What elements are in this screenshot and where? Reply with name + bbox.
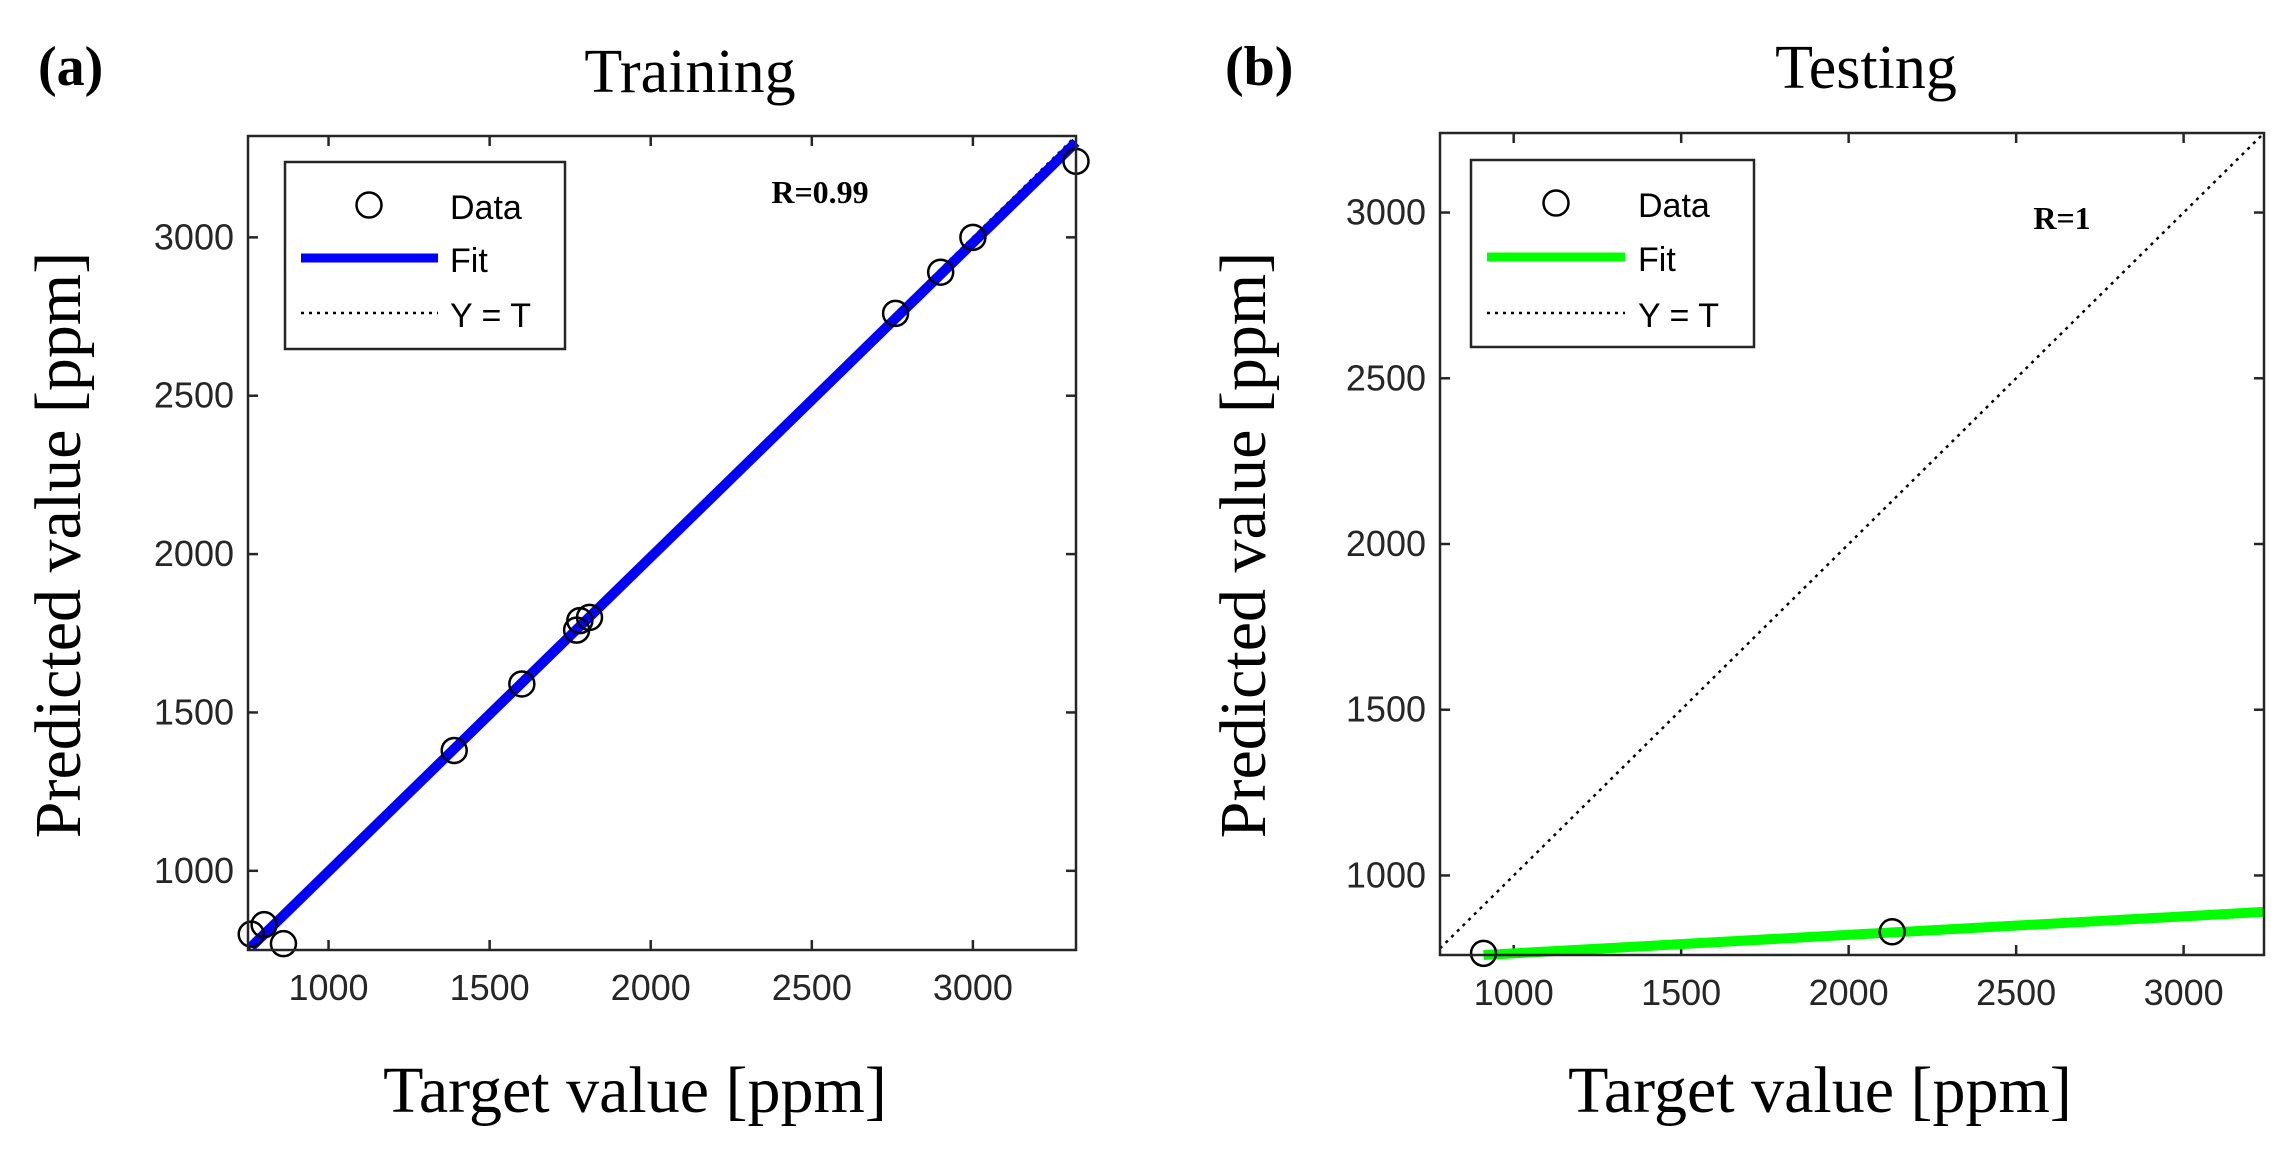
training-ytick-label: 1000 — [154, 850, 234, 891]
training-xtick-label: 1500 — [450, 967, 530, 1008]
training-ytick-label: 3000 — [154, 216, 234, 257]
testing-xtick-label: 2500 — [1976, 972, 2056, 1013]
testing-title: Testing — [1775, 34, 1957, 102]
training-xtick-label: 1000 — [288, 967, 368, 1008]
testing-plot-frame — [1438, 131, 2266, 957]
panel-label-b: (b) — [1225, 36, 1293, 98]
testing-ytick-label: 1000 — [1346, 854, 1426, 895]
testing-xtick-label: 2000 — [1809, 972, 1889, 1013]
testing-lines — [1439, 132, 2265, 960]
training-panel: (a) Training Target value [ppm] Predicte… — [22, 36, 1090, 1127]
testing-legend-data-label: Data — [1638, 187, 1710, 225]
training-data-point — [575, 603, 604, 632]
training-xlabel: Target value [ppm] — [383, 1054, 887, 1127]
testing-xtick-label: 1500 — [1641, 972, 1721, 1013]
testing-ticks: 1000 1500 2000 2500 3000 1000 1500 2000 2500 3000 — [1346, 133, 2264, 1013]
training-data-point — [508, 670, 536, 698]
training-xtick-label: 2500 — [772, 967, 852, 1008]
testing-data-point — [1878, 918, 1906, 946]
testing-ytick-label: 3000 — [1346, 192, 1426, 233]
testing-data-points — [1469, 918, 1906, 968]
testing-xlabel: Target value [ppm] — [1568, 1054, 2072, 1127]
training-data-point — [926, 258, 955, 286]
training-data-points — [237, 147, 1090, 958]
testing-ytick-label: 2000 — [1346, 523, 1426, 564]
testing-legend-identity-label: Y = T — [1638, 297, 1719, 335]
training-xtick-label: 3000 — [933, 967, 1013, 1008]
testing-xtick-label: 1000 — [1474, 972, 1554, 1013]
testing-legend: Data Fit Y = T — [1469, 158, 1756, 349]
training-ticks: 1000 1500 2000 2500 3000 1000 1500 2000 2500 3000 — [154, 136, 1076, 1008]
training-legend-data-marker — [355, 191, 383, 219]
training-data-point — [959, 223, 987, 252]
testing-identity-line — [1439, 132, 2265, 950]
testing-data-point — [1469, 939, 1498, 968]
testing-legend-data-marker — [1542, 189, 1570, 217]
testing-ytick-label: 1500 — [1346, 689, 1426, 730]
testing-panel: (b) Testing Target value [ppm] Predicted… — [1207, 34, 2266, 1127]
testing-legend-fit-label: Fit — [1638, 241, 1676, 279]
training-data-point — [881, 299, 910, 328]
training-ytick-label: 2000 — [154, 533, 234, 574]
testing-r-annotation: R=1 — [2033, 200, 2090, 236]
testing-ytick-label: 2500 — [1346, 357, 1426, 398]
training-fit-line — [247, 138, 1080, 951]
training-legend-fit-label: Fit — [450, 242, 488, 280]
training-ylabel: Predicted value [ppm] — [22, 252, 95, 838]
training-legend: Data Fit Y = T — [283, 160, 567, 351]
training-legend-data-label: Data — [450, 189, 522, 227]
training-data-point — [269, 929, 298, 958]
training-data-point — [440, 736, 468, 765]
training-lines — [247, 135, 1080, 951]
training-ytick-label: 2500 — [154, 375, 234, 416]
panel-label-a: (a) — [38, 36, 103, 98]
training-plot-frame — [246, 134, 1078, 952]
training-title: Training — [584, 38, 795, 106]
training-legend-identity-label: Y = T — [450, 297, 531, 335]
training-xtick-label: 2000 — [611, 967, 691, 1008]
testing-fit-line — [1483, 906, 2265, 960]
training-r-annotation: R=0.99 — [771, 174, 868, 210]
testing-xtick-label: 3000 — [2144, 972, 2224, 1013]
training-data-point — [250, 910, 278, 939]
testing-ylabel: Predicted value [ppm] — [1207, 252, 1280, 838]
training-ytick-label: 1500 — [154, 691, 234, 732]
